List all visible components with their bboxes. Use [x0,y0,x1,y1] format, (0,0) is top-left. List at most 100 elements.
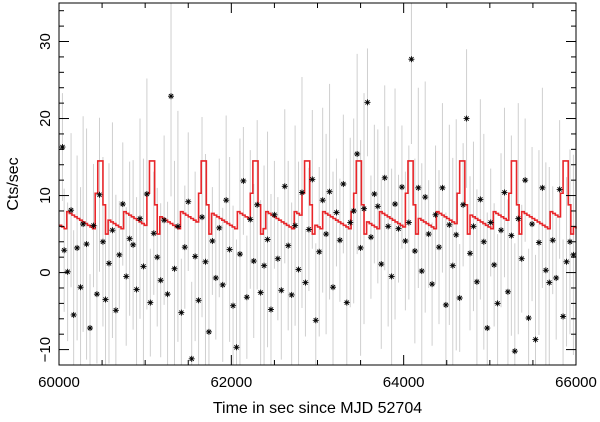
data-point [392,201,399,208]
data-point [133,286,140,293]
data-point [374,203,381,210]
data-point [64,268,71,275]
data-point-stroke [382,175,388,181]
data-point [333,209,340,216]
data-point [480,238,487,245]
data-point-stroke [505,289,511,295]
data-point [473,278,480,285]
data-point-stroke [426,231,432,237]
data-point-stroke [240,178,246,184]
data-point-stroke [296,267,301,272]
data-point [336,237,343,244]
data-point-stroke [137,216,143,222]
data-point [185,198,192,205]
data-point-stroke [378,261,384,267]
data-point [508,232,515,239]
x-axis-title: Time in sec since MJD 52704 [213,400,422,417]
data-point-stroke [375,203,381,209]
data-point-stroke [443,302,449,308]
data-point [119,201,126,208]
data-point-stroke [354,151,360,157]
data-point [243,294,250,301]
data-point [350,207,357,214]
data-point-stroke [316,249,322,255]
data-point [102,296,109,303]
data-point [309,176,316,183]
data-point-stroke [161,217,167,223]
data-point-stroke [564,259,569,265]
data-point [357,244,364,251]
data-point [154,254,161,261]
data-point [250,258,257,265]
data-point [566,238,573,245]
data-point [498,227,505,234]
data-point-stroke [471,223,476,229]
data-point [501,189,508,196]
data-point [570,251,577,258]
data-point [316,248,323,255]
data-point-stroke [258,290,264,296]
data-point-stroke [168,93,174,99]
x-tick-label: 64000 [383,374,425,391]
data-point-stroke [278,287,284,293]
data-point [223,197,230,204]
data-point-stroke [526,315,532,321]
data-point-stroke [147,300,153,306]
data-point [302,279,309,286]
data-point-stroke [371,191,377,197]
data-point [278,287,285,294]
data-point [385,223,392,230]
data-point [212,274,219,281]
data-point-stroke [234,344,239,350]
x-tick-label: 62000 [210,374,252,391]
data-point-stroke [94,291,100,297]
data-point-stroke [433,212,438,218]
data-point [494,300,501,307]
data-point-stroke [97,192,102,198]
data-point [418,268,425,275]
data-point-stroke [491,262,497,268]
data-point-stroke [385,223,391,229]
data-point [130,241,137,248]
y-tick-label: 30 [37,33,54,50]
data-point [312,317,319,324]
x-tick-label: 66000 [555,374,597,391]
data-point-stroke [237,251,243,257]
data-point-stroke [436,244,442,250]
data-point-stroke [275,256,281,262]
data-point [470,223,477,230]
data-point-stroke [406,220,412,225]
data-point [150,230,157,237]
data-point [477,196,484,203]
data-point-stroke [553,275,559,281]
data-point-stroke [289,292,295,298]
data-point [199,214,206,221]
data-point [446,221,453,228]
data-point [323,231,330,238]
data-point [402,237,409,244]
data-point-stroke [254,202,260,208]
data-point-stroke [165,291,170,297]
data-point-stroke [550,237,556,243]
data-point [330,284,337,291]
data-point [281,183,288,190]
data-point-stroke [313,317,319,323]
data-point [367,234,374,241]
data-point [257,289,264,296]
data-point-stroke [522,177,528,183]
data-points [59,56,577,362]
data-point [432,211,439,218]
data-point-stroke [74,245,80,251]
data-point-stroke [158,277,164,283]
data-point [233,344,240,351]
data-point [174,223,181,230]
data-point-stroke [78,284,83,290]
y-tick-label: 20 [37,110,54,127]
data-point-stroke [415,185,421,191]
data-point [553,274,560,281]
data-point [240,177,247,184]
data-point [408,56,415,63]
data-point [487,219,494,226]
data-point [549,237,556,244]
data-point-stroke [337,237,343,243]
